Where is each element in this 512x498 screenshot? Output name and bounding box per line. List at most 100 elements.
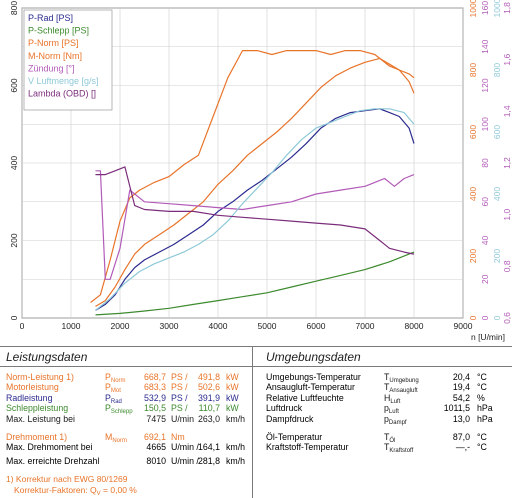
x-axis-label: n [U/min] — [471, 332, 505, 342]
right-axis-tick-label: 80 — [480, 158, 490, 168]
y-tick-label: 600 — [9, 78, 19, 92]
leistungsdaten-title: Leistungsdaten — [6, 350, 88, 364]
row-unit-1: PS / — [171, 372, 188, 382]
row-label: Motorleistung — [6, 382, 59, 393]
right-axis-tick-label: 200 — [468, 249, 478, 263]
symbol: pLuft — [384, 403, 399, 416]
torque-row-unit-1: U/min / — [171, 456, 199, 467]
torque-row-label: Max. Drehmoment bei — [6, 442, 93, 453]
legend-entry: V Luftmenge [g/s] — [28, 76, 99, 86]
right-axis-tick-label: 20 — [480, 274, 490, 284]
row-label: Schleppleistung — [6, 403, 69, 414]
chart-axes: 0 1000 2000 3000 4000 5000 6000 7000 8000 9000020… — [9, 0, 512, 342]
row-unit-1: PS / — [171, 392, 188, 403]
row-value-1: 532,9 — [143, 392, 166, 403]
row-value-2: 110,7 — [198, 403, 220, 414]
torque-row-value-2: 281,8 — [197, 456, 220, 467]
right-axis-tick-label: 1,4 — [502, 105, 512, 117]
series-line — [95, 251, 415, 316]
right-axis-tick-label: 1000 — [468, 0, 478, 17]
x-tick-label: 2000 — [111, 321, 130, 331]
right-axis-tick-label: 600 — [492, 125, 502, 139]
env-value: 54,2 — [452, 392, 470, 403]
right-axis-tick-label: 160 — [480, 1, 490, 15]
symbol-subscript: Kraftstoff — [389, 448, 414, 455]
row-value-2: 263,0 — [197, 413, 220, 424]
right-axis-tick-label: 600 — [468, 125, 478, 139]
x-tick-label: 0 — [20, 321, 25, 331]
env-value: 19,4 — [452, 382, 470, 393]
env-unit: °C — [477, 382, 487, 393]
factor-value: = 0,00 % — [100, 484, 137, 495]
x-tick-label: 3000 — [160, 321, 179, 331]
right-axis-tick-label: 1,6 — [502, 53, 512, 65]
row-unit-1: PS / — [171, 403, 188, 414]
legend-box — [23, 9, 113, 111]
symbol: TÖl — [384, 432, 396, 444]
table-divider — [252, 347, 253, 498]
legend-entry: M-Norm [Nm] — [28, 51, 82, 61]
table-top-border — [0, 346, 512, 347]
symbol: TKraftstoff — [384, 442, 414, 455]
torque-row-unit-1: U/min / — [171, 442, 199, 453]
chart-legend: P-Rad [PS] P-Schlepp [PS] P-Norm [PS] M-Nor… — [23, 9, 113, 111]
right-axis-tick-label: 400 — [468, 187, 478, 201]
legend-entry: P-Rad [PS] — [28, 13, 73, 23]
row-unit-2: kW — [226, 372, 239, 382]
y-tick-label: 0 — [9, 315, 19, 320]
series-line — [95, 166, 415, 255]
legend-entry: P-Norm [PS] — [28, 38, 79, 48]
row-unit-2: kW — [226, 403, 239, 414]
symbol-subscript: Ansaugluft — [389, 388, 418, 395]
env-value: 1011,5 — [443, 403, 470, 414]
torque-row-label: Max. erreichte Drehzahl — [6, 456, 100, 467]
x-tick-label: 8000 — [405, 321, 424, 331]
torque-row-value-2: 164,1 — [197, 442, 220, 453]
right-axis-tick-label: 800 — [468, 63, 478, 77]
row-value-1: 150,5 — [143, 403, 166, 414]
right-axis-tick-label: 60 — [480, 197, 490, 207]
env-unit: hPa — [477, 403, 493, 414]
row-label: Norm-Leistung 1) — [6, 372, 74, 382]
row-unit-2: kW — [226, 382, 239, 393]
row-value-1: 668,7 — [143, 372, 166, 382]
symbol: PNorm — [105, 372, 126, 384]
symbol: pDampf — [384, 413, 407, 426]
series-line — [95, 108, 415, 311]
row-value-1: 7475 — [146, 413, 166, 424]
legend-entry: Lambda (OBD) [] — [28, 89, 96, 99]
env-unit: °C — [477, 442, 487, 453]
torque-row-value-1: 8010 — [146, 456, 166, 467]
env-label: Relative Luftfeuchte — [266, 392, 344, 403]
right-axis-tick-label: 200 — [492, 249, 502, 263]
symbol: TUmgebung — [384, 372, 419, 384]
env-label: Kraftstoff-Temperatur — [266, 442, 349, 453]
legend-entry: Zündung [°] — [28, 63, 75, 73]
row-value-2: 502,6 — [197, 382, 220, 393]
symbol: PRad — [105, 392, 122, 405]
torque-row-unit-2: km/h — [226, 456, 246, 467]
torque-value: 692,1 — [143, 432, 166, 442]
right-axis-tick-label: 800 — [492, 63, 502, 77]
right-axis-tick-label: 40 — [480, 236, 490, 246]
torque-unit: Nm — [171, 432, 185, 442]
right-axis-tick-label: 0 — [468, 315, 478, 320]
row-label: Radleistung — [6, 392, 53, 403]
symbol-subscript: Norm — [110, 378, 126, 384]
symbol-subscript: Mot — [110, 388, 121, 395]
env-unit: hPa — [477, 413, 493, 424]
footnote-correction: 1) Korrektur nach EWG 80/1269 — [6, 474, 128, 485]
right-axis-tick-label: 400 — [492, 187, 502, 201]
series-line — [95, 57, 415, 307]
right-axis-tick-label: 1,2 — [502, 157, 512, 169]
umgebungsdaten-title: Umgebungsdaten — [266, 350, 361, 364]
row-value-2: 391,9 — [197, 392, 220, 403]
symbol-subscript: Umgebung — [389, 378, 419, 384]
symbol-subscript: Öl — [389, 438, 396, 444]
env-unit: °C — [477, 372, 487, 382]
legend-entry: P-Schlepp [PS] — [28, 26, 89, 36]
env-label: Ansaugluft-Temperatur — [266, 382, 355, 393]
y-tick-label: 200 — [9, 233, 19, 247]
dyno-chart: 0 1000 2000 3000 4000 5000 6000 7000 8000 9000020… — [9, 0, 512, 342]
row-unit-1: U/min — [171, 413, 194, 424]
